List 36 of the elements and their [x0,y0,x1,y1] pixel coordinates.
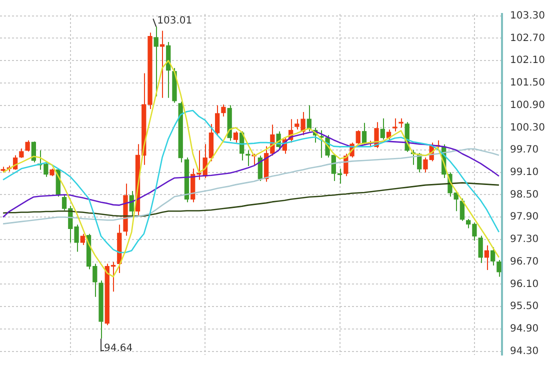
y-tick-label: 99.10 [510,166,539,178]
y-tick-label: 97.30 [510,234,539,246]
y-tick-label: 99.70 [510,144,539,156]
y-tick-label: 102.70 [510,32,546,44]
candlestick [380,118,385,140]
y-tick-label: 94.90 [510,324,539,335]
candlestick [233,130,238,144]
candlestick [25,140,30,152]
candlestick [490,246,496,266]
y-tick-label: 102.10 [510,55,546,66]
candlestick [392,118,398,132]
candlestick [19,148,24,158]
y-tick-label: 97.90 [510,212,539,223]
y-tick-label: 98.50 [510,189,539,200]
annotation: 103.01 [157,15,192,26]
candlestick [31,140,36,163]
candlestick [398,118,404,128]
annotation: 94.64 [104,343,133,354]
y-tick-label: 101.50 [510,78,546,89]
candlestick [221,104,226,117]
y-tick-label: 96.70 [510,256,539,268]
y-tick-label: 100.30 [510,122,546,134]
y-tick-label: 103.30 [510,10,546,22]
candlestick [160,30,165,98]
candlestick [215,104,220,136]
candlestick [80,233,85,246]
y-tick-label: 94.30 [510,346,539,357]
y-tick-label: 96.10 [510,278,539,290]
candlestick [356,130,360,145]
y-tick-label: 100.90 [510,100,546,111]
candlestick [460,198,465,222]
candlestick [478,235,483,264]
candlestick [484,244,490,271]
candlestick [246,150,250,167]
y-tick-label: 95.50 [510,301,539,312]
candlestick [496,259,502,278]
